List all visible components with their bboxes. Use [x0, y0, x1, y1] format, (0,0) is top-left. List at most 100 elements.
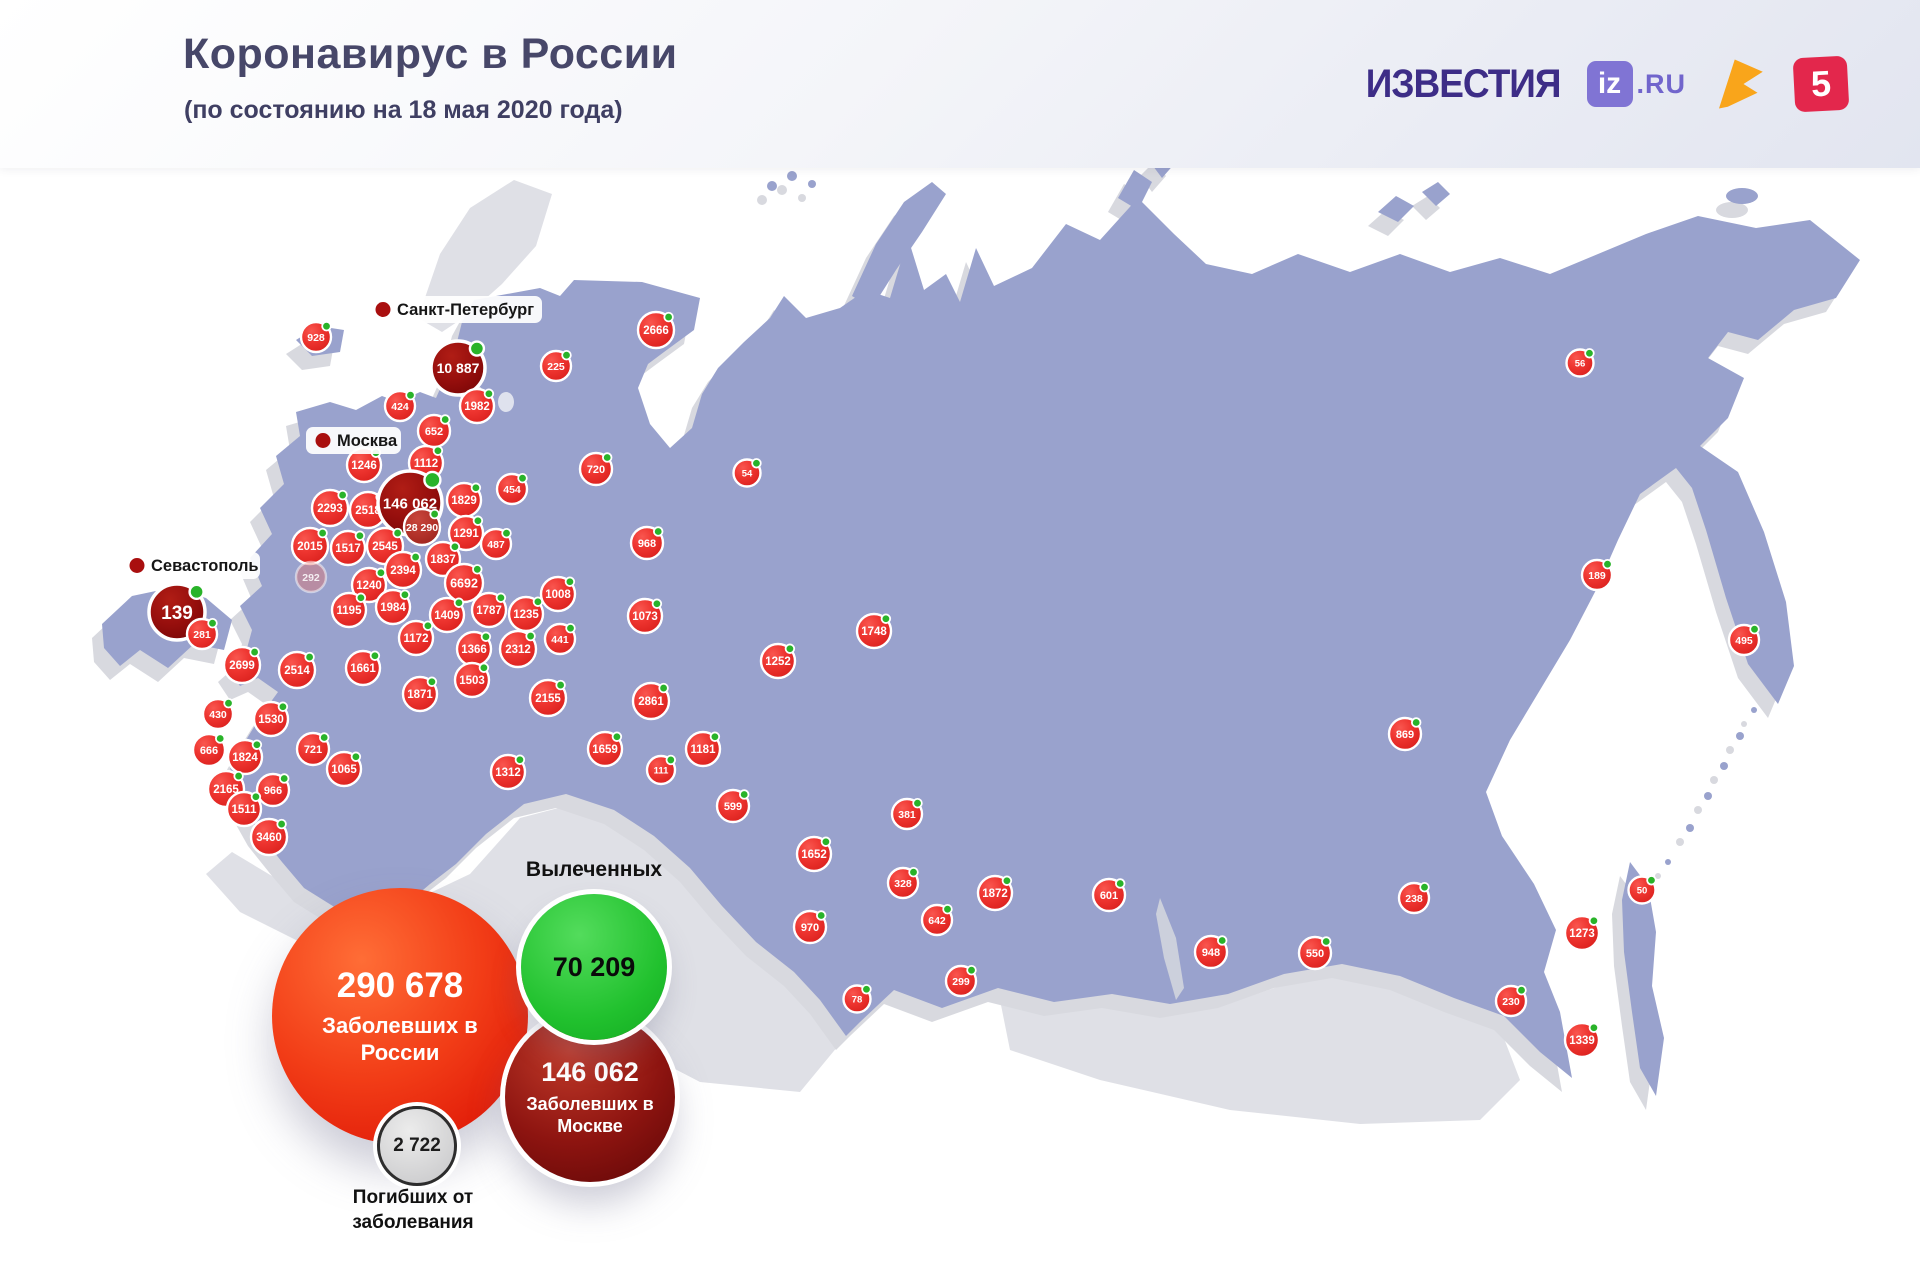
region-bubble: 1366 [455, 630, 493, 668]
recovered-dot-icon [337, 489, 348, 501]
region-bubble-value: 1172 [404, 633, 429, 645]
brand-logos: ИЗВЕСТИЯ iz .RU 5 [1365, 0, 1850, 168]
channel-five-logo-icon: 5 [1792, 55, 1850, 113]
region-bubble-value: 1073 [632, 611, 658, 623]
region-bubble-value: 1652 [801, 849, 827, 861]
recovered-dot-icon [249, 646, 260, 658]
region-bubble-value: 550 [1306, 948, 1324, 960]
region-bubble: 54 [732, 458, 762, 488]
infected-russia-value: 290 678 [336, 965, 464, 1005]
region-bubble: 1008 [539, 575, 577, 613]
region-bubble: 1871 [401, 675, 439, 713]
recovered-dot-icon [207, 618, 218, 629]
region-bubble-value: 1787 [476, 605, 502, 617]
recovered-dot-icon [319, 732, 330, 743]
bubble-layer: 928 10 887 2666 225 424 1982 652 720 54 1246 1112 4… [147, 310, 1761, 1059]
region-bubble-value: 225 [547, 361, 565, 373]
recovered-dot-icon [501, 528, 512, 539]
city-label-plate [120, 552, 260, 579]
recovered-dot-icon [663, 311, 674, 323]
region-bubble: 225 [539, 349, 573, 383]
recovered-dot-icon [405, 390, 416, 401]
region-bubble: 1659 [586, 730, 624, 768]
region-bubble-value: 1511 [232, 804, 258, 816]
region-bubble: 550 [1297, 935, 1333, 971]
region-bubble-value: 2312 [505, 644, 531, 656]
region-bubble: 189 [1580, 558, 1614, 592]
region-bubble-value: 1273 [1569, 928, 1595, 940]
region-bubble-value: 1235 [513, 609, 539, 621]
city-label-text: Санкт-Петербург [397, 301, 534, 319]
izvestia-logo: ИЗВЕСТИЯ [1365, 61, 1562, 106]
region-bubble: 1339 [1563, 1021, 1601, 1059]
region-bubble-value: 1409 [434, 610, 460, 622]
region-bubble-value: 424 [391, 401, 409, 413]
recovered-dot-icon [188, 583, 205, 601]
region-bubble-value: 111 [654, 765, 670, 776]
recovered-label: Вылеченных [525, 858, 663, 881]
region-bubble: 1652 [795, 835, 833, 873]
region-bubble-value: 2545 [372, 541, 398, 553]
recovered-dot-icon [250, 791, 262, 802]
recovered-dot-icon [861, 984, 872, 995]
recovered-dot-icon [422, 620, 434, 631]
region-bubble: 642 [920, 903, 954, 937]
region-bubble-value: 1984 [380, 602, 406, 614]
region-bubble-value: 54 [742, 468, 753, 479]
region-bubble-value: 599 [724, 801, 742, 813]
region-bubble-value: 2394 [390, 565, 416, 577]
region-bubble: 381 [890, 797, 924, 831]
region-bubble-value: 1517 [335, 543, 361, 555]
region-bubble: 2861 [631, 681, 671, 721]
region-bubble: 1195 [330, 591, 368, 629]
region-bubble-value: 1008 [545, 589, 571, 601]
region-bubble-circle [277, 650, 317, 690]
region-bubble: 430 [201, 697, 235, 731]
recovered-dot-icon [214, 733, 226, 744]
region-bubble-value: 666 [200, 745, 218, 757]
region-bubble: 599 [715, 788, 751, 824]
recovered-dot-icon [276, 818, 287, 830]
region-bubble: 2666 [636, 310, 676, 350]
recovered-dot-icon [564, 576, 576, 587]
recovered-dot-icon [561, 350, 572, 361]
recovered-dot-icon [468, 340, 486, 357]
region-bubble-value: 2293 [317, 503, 343, 515]
region-bubble-value: 1312 [495, 767, 521, 779]
recovered-dot-icon [483, 388, 495, 399]
recovered-dot-icon [880, 613, 892, 624]
ru-domain-label: .RU [1636, 68, 1686, 99]
region-bubble-value: 2699 [229, 660, 255, 672]
recovered-dot-icon [472, 564, 483, 575]
infected-moscow-value: 146 062 [541, 1056, 639, 1087]
region-bubble-circle [294, 560, 328, 594]
region-bubble: 50 [1627, 875, 1657, 905]
page-subtitle: (по состоянию на 18 мая 2020 года) [184, 96, 623, 124]
recovered-dot-icon [820, 836, 832, 847]
region-bubble-value: 28 290 [406, 522, 438, 534]
deaths-caption: Погибших от заболевания [352, 1187, 474, 1233]
region-bubble: 1252 [759, 642, 797, 680]
region-bubble-value: 454 [503, 484, 521, 496]
region-bubble: 1982 [458, 387, 496, 425]
recovered-dot-icon [233, 770, 244, 782]
recovered-dot-icon [517, 473, 528, 484]
region-bubble-value: 1065 [331, 764, 357, 776]
recovered-dot-icon [1114, 878, 1126, 889]
region-bubble: 601 [1091, 877, 1127, 913]
region-bubble-value: 10 887 [437, 360, 480, 376]
recovered-dot-icon [354, 530, 366, 541]
region-bubble-value: 1291 [453, 528, 479, 540]
region-bubble: 292 [294, 560, 328, 594]
region-bubble-value: 2666 [643, 325, 669, 337]
region-bubble-value: 230 [1502, 996, 1520, 1008]
region-bubble: 1517 [329, 529, 367, 567]
stat-infected-moscow: 146 062 Заболевших в Москве [505, 1012, 675, 1182]
region-bubble: 487 [479, 527, 513, 561]
recovered-value: 70 209 [552, 951, 636, 982]
region-bubble: 721 [295, 731, 331, 767]
recovered-dot-icon [277, 701, 289, 712]
region-bubble: 652 [416, 413, 452, 449]
region-bubble-circle [636, 310, 676, 350]
region-bubble: 230 [1494, 984, 1528, 1018]
